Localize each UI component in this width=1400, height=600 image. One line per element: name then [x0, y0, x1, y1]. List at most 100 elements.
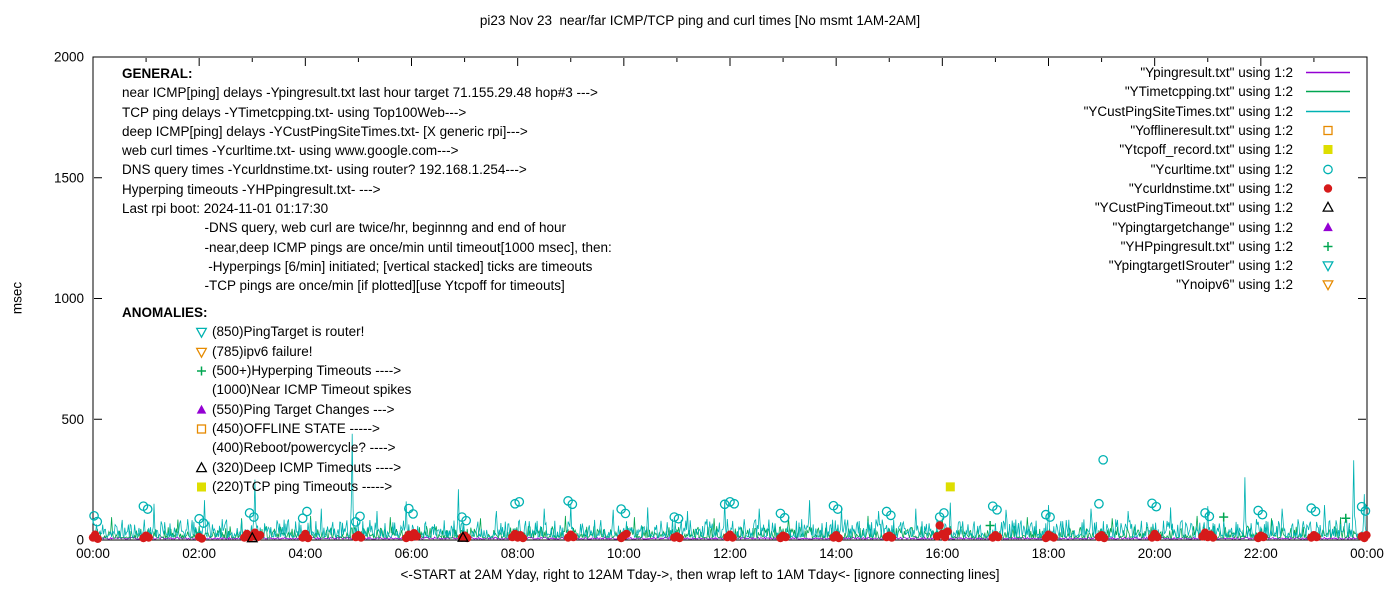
legend-item-label: "YCustPingSiteTimes.txt" using 1:2 [1083, 103, 1293, 119]
general-line: Last rpi boot: 2024-11-01 01:17:30 [122, 201, 329, 217]
anomaly-item: (550)Ping Target Changes ---> [122, 399, 411, 418]
legend-item-label: "YCustPingTimeout.txt" using 1:2 [1094, 200, 1293, 216]
legend-item-label: "Ycurldnstime.txt" using 1:2 [1128, 180, 1293, 196]
legend-item: "YCustPingTimeout.txt" using 1:2 [1084, 198, 1357, 217]
x-tick-label: 16:00 [925, 546, 959, 561]
general-line: web curl times -Ycurltime.txt- using www… [122, 143, 459, 159]
general-line: near ICMP[ping] delays -Ypingresult.txt … [122, 85, 598, 101]
general-notes: GENERAL: near ICMP[ping] delays -Ypingres… [122, 64, 612, 296]
tcp-ping-timeouts-points [945, 482, 955, 492]
general-title: GENERAL: [122, 66, 193, 81]
anomaly-text: (500+)Hyperping Timeouts ----> [212, 363, 402, 379]
legend-item: "Ypingtargetchange" using 1:2 [1084, 217, 1357, 236]
x-tick-label: 04:00 [288, 546, 322, 561]
x-tick-label: 00:00 [76, 546, 110, 561]
x-tick-label: 14:00 [819, 546, 853, 561]
anomaly-text: (1000)Near ICMP Timeout spikes [212, 382, 412, 398]
legend-item: "Yofflineresult.txt" using 1:2 [1084, 121, 1357, 140]
anomaly-item: (1000)Near ICMP Timeout spikes [122, 380, 411, 399]
legend-item: "Ytcpoff_record.txt" using 1:2 [1084, 140, 1357, 159]
anomaly-text: (400)Reboot/powercycle? ----> [212, 440, 396, 456]
anomaly-item: (450)OFFLINE STATE -----> [122, 419, 411, 438]
anomaly-text: (785)ipv6 failure! [212, 343, 313, 359]
legend-square-filled-icon [1323, 145, 1333, 155]
anomaly-tri-down-open-icon [195, 347, 208, 359]
y-tick-label: 1000 [54, 291, 84, 306]
anomaly-item: (785)ipv6 failure! [122, 342, 411, 361]
x-axis-note: <-START at 2AM Yday, right to 12AM Tday-… [400, 567, 1000, 582]
chart-title: pi23 Nov 23 near/far ICMP/TCP ping and c… [479, 13, 921, 28]
y-axis-label: msec [9, 281, 25, 315]
anomalies-notes: ANOMALIES: (850)PingTarget is router! (785… [122, 303, 411, 496]
anomaly-text: (220)TCP ping Timeouts -----> [212, 478, 393, 494]
legend-tri-up-open-icon [1322, 201, 1334, 212]
anomaly-square-open-icon [196, 424, 207, 434]
x-tick-label: 20:00 [1138, 546, 1172, 561]
legend-line-icon [1306, 91, 1350, 93]
x-tick-label: 00:00 [1350, 546, 1384, 561]
y-tick-label: 1500 [54, 170, 84, 185]
general-line: -near,deep ICMP pings are once/min until… [122, 239, 612, 255]
legend-item-label: "YHPpingresult.txt" using 1:2 [1120, 238, 1293, 254]
legend-line-icon [1306, 71, 1350, 74]
x-tick-label: 10:00 [607, 546, 641, 561]
deep-icmp-timeouts-points [246, 531, 469, 543]
hyperping-timeouts-points [985, 512, 1351, 531]
legend-item-label: "Ypingtargetchange" using 1:2 [1112, 219, 1293, 235]
x-tick-label: 22:00 [1244, 546, 1278, 561]
legend-item: "YTimetcpping.txt" using 1:2 [1084, 82, 1357, 101]
legend-item-label: "Ynoipv6" using 1:2 [1176, 277, 1293, 293]
anomaly-square-filled-icon [197, 482, 206, 492]
legend: "Ypingresult.txt" using 1:2 "YTimetcpping… [1084, 63, 1357, 295]
legend-item-label: "Ycurltime.txt" using 1:2 [1150, 161, 1293, 177]
anomaly-text: (450)OFFLINE STATE -----> [212, 420, 380, 436]
legend-tri-up-filled-icon [1323, 221, 1333, 231]
legend-tri-down-open-icon [1322, 280, 1334, 292]
general-line: -TCP pings are once/min [if plotted][use… [122, 278, 565, 294]
anomaly-text: (850)PingTarget is router! [212, 324, 365, 340]
legend-item-label: "Ypingresult.txt" using 1:2 [1140, 65, 1293, 81]
legend-item: "YCustPingSiteTimes.txt" using 1:2 [1084, 102, 1357, 121]
legend-line-icon [1306, 110, 1350, 112]
y-tick-label: 500 [61, 412, 84, 427]
general-line: DNS query times -Ycurldnstime.txt- using… [122, 162, 527, 178]
y-tick-label: 2000 [54, 50, 84, 65]
legend-square-open-icon [1323, 125, 1333, 136]
legend-item-label: "Ytcpoff_record.txt" using 1:2 [1119, 142, 1293, 158]
anomaly-tri-down-open-icon [195, 328, 208, 339]
legend-item: "Ynoipv6" using 1:2 [1084, 275, 1357, 294]
legend-plus-icon [1323, 241, 1333, 251]
anomaly-marker-none [194, 440, 209, 455]
legend-item: "YHPpingresult.txt" using 1:2 [1084, 237, 1357, 256]
legend-item: "Ycurldnstime.txt" using 1:2 [1084, 179, 1357, 198]
anomaly-item: (850)PingTarget is router! [122, 322, 411, 341]
x-tick-label: 12:00 [713, 546, 747, 561]
anomaly-text: (320)Deep ICMP Timeouts ----> [212, 459, 402, 475]
legend-item-label: "Yofflineresult.txt" using 1:2 [1130, 123, 1293, 139]
web-curl-times-points [89, 454, 1371, 528]
general-line: deep ICMP[ping] delays -YCustPingSiteTim… [122, 123, 528, 139]
legend-circle-filled-icon [1323, 184, 1333, 193]
anomaly-item: (320)Deep ICMP Timeouts ----> [122, 457, 411, 476]
x-tick-label: 06:00 [395, 546, 429, 561]
anomaly-text: (550)Ping Target Changes ---> [212, 401, 395, 417]
y-tick-label: 0 [76, 533, 84, 548]
legend-item: "YpingtargetISrouter" using 1:2 [1084, 256, 1357, 275]
x-tick-label: 02:00 [182, 546, 216, 561]
legend-circle-open-icon [1323, 164, 1333, 174]
axes: 0 500 1000 1500 2000 00:00 02:00 04:00 06:00 08:0… [54, 50, 1384, 562]
anomaly-tri-up-open-icon [195, 460, 208, 472]
legend-item-label: "YpingtargetISrouter" using 1:2 [1108, 258, 1293, 274]
anomaly-plus-icon [197, 366, 206, 376]
legend-item: "Ycurltime.txt" using 1:2 [1084, 159, 1357, 178]
general-line: TCP ping delays -YTimetcpping.txt- using… [122, 104, 467, 120]
anomaly-marker-none [194, 382, 209, 397]
general-line: -Hyperpings [6/min] initiated; [vertical… [122, 258, 593, 274]
anomaly-item: (500+)Hyperping Timeouts ----> [122, 361, 411, 380]
anomaly-tri-up-filled-icon [196, 404, 207, 414]
legend-tri-down-open-icon [1322, 261, 1334, 273]
anomaly-item: (400)Reboot/powercycle? ----> [122, 438, 411, 457]
legend-item: "Ypingresult.txt" using 1:2 [1084, 63, 1357, 82]
x-tick-label: 18:00 [1032, 546, 1066, 561]
